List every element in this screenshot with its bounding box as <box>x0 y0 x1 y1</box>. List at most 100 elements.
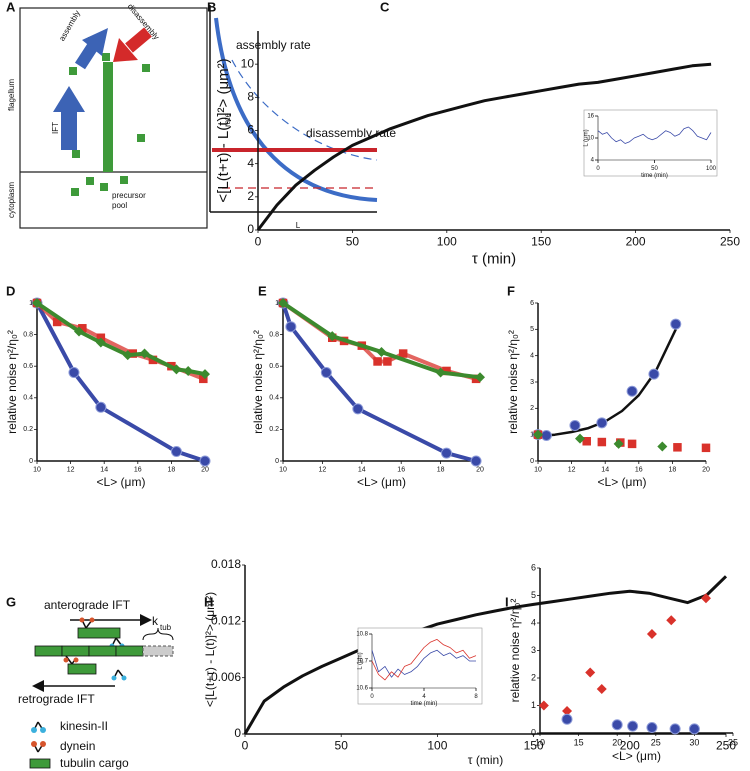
point <box>470 455 482 467</box>
point <box>626 385 638 397</box>
x-tick-label: 18 <box>669 467 677 474</box>
legend-label: tubulin cargo <box>60 756 129 770</box>
x-tick-label: 18 <box>437 467 445 474</box>
cell-box <box>19 7 208 229</box>
y-tick-label: 0.6 <box>269 363 279 370</box>
x-tick-label: 20 <box>702 467 710 474</box>
x-tick-label: 18 <box>168 467 176 474</box>
y-axis-label: relative noise η²/η₀² <box>508 599 522 703</box>
x-tick-label: 10 <box>33 467 41 474</box>
x-tick-label: 10 <box>535 738 545 748</box>
x-axis-label: <L> (μm) <box>612 749 661 763</box>
y-axis-label: <[L(t+τ) - L(t)]²> (μm²) <box>203 592 217 707</box>
disassembly-arrow <box>113 38 138 62</box>
point <box>373 357 382 366</box>
panel-label: B <box>207 0 216 14</box>
y-axis-label: L (μm) <box>584 129 590 146</box>
point <box>441 447 453 459</box>
x-tick-label: 50 <box>651 166 658 172</box>
ift-arrow <box>61 110 77 150</box>
point <box>657 441 668 452</box>
arrow-label: retrograde IFT <box>18 692 95 706</box>
x-tick-label: 20 <box>201 467 209 474</box>
y-tick-label: 10.8 <box>356 632 368 638</box>
x-axis-label: τ (min) <box>468 753 503 767</box>
panel-label: C <box>380 0 390 14</box>
point <box>139 348 150 359</box>
point <box>627 439 637 449</box>
x-axis-label: τ (min) <box>472 250 516 267</box>
point <box>475 372 485 383</box>
point <box>585 667 596 678</box>
y-tick-label: 0.4 <box>23 395 33 402</box>
series-line <box>281 301 481 380</box>
y-tick-label: 1 <box>275 300 279 307</box>
point <box>471 374 481 384</box>
x-axis-label: <L> (μm) <box>97 475 146 489</box>
x-tick-label: 150 <box>524 739 544 753</box>
point <box>670 318 682 330</box>
point <box>442 366 451 376</box>
y-tick-label: 4 <box>530 353 534 360</box>
y-tick-label: 8 <box>247 90 254 104</box>
y-tick-label: 2 <box>530 405 534 412</box>
x-tick-label: 50 <box>346 235 360 249</box>
arrow <box>32 680 44 692</box>
point <box>575 433 585 444</box>
legend-label: kinesin-II <box>60 719 108 733</box>
point <box>561 713 573 725</box>
point <box>383 357 392 366</box>
y-tick-label: 5 <box>530 326 534 333</box>
y-tick-label: 0.8 <box>23 331 33 338</box>
point <box>569 419 581 431</box>
point <box>278 298 288 308</box>
point <box>171 364 182 375</box>
x-tick-label: 150 <box>531 235 551 249</box>
point <box>562 706 573 716</box>
y-tick-label: 0 <box>275 458 279 465</box>
y-tick-label: 6 <box>247 123 254 137</box>
y-tick-label: 0.2 <box>269 426 279 433</box>
series-line <box>597 126 712 144</box>
y-tick-label: 16 <box>587 114 594 120</box>
x-tick-label: 15 <box>574 738 584 748</box>
cargo <box>67 663 97 675</box>
y-tick-label: 0.6 <box>23 363 33 370</box>
x-tick-label: 12 <box>319 467 327 474</box>
point <box>701 443 711 453</box>
x-axis-label: <L> (μm) <box>357 475 406 489</box>
y-tick-label: 0 <box>247 222 254 236</box>
x-tick-label: 10 <box>279 467 287 474</box>
arrow-label: anterograde IFT <box>44 598 131 612</box>
y-tick-label: 3 <box>530 379 534 386</box>
y-tick-label: 0.8 <box>269 331 279 338</box>
legend-icon <box>29 758 51 769</box>
assembly-arrow <box>74 42 99 70</box>
y-tick-label: 0.006 <box>211 670 241 684</box>
x-tick-label: 20 <box>612 738 622 748</box>
point <box>613 438 624 449</box>
x-tick-label: 16 <box>397 467 405 474</box>
panel-label: F <box>507 283 515 298</box>
rate-label: tub <box>160 623 172 632</box>
point <box>538 700 549 711</box>
point <box>540 429 552 441</box>
x-tick-label: 10 <box>534 467 542 474</box>
point <box>596 684 607 694</box>
diagram-b: assembly rate disassembly rate rate L <box>209 5 396 230</box>
region-label: cytoplasm <box>7 182 16 218</box>
y-tick-label: 3 <box>531 645 536 655</box>
pool-label: precursor <box>112 191 146 200</box>
point <box>200 369 210 380</box>
series-line <box>371 649 476 678</box>
y-tick-label: 2 <box>531 672 536 682</box>
region-label: flagellum <box>7 79 16 111</box>
motor-kinesin <box>111 669 127 681</box>
y-tick-label: 0.2 <box>23 426 33 433</box>
cargo <box>77 627 121 639</box>
point <box>52 317 62 327</box>
y-tick-label: 6 <box>531 562 536 572</box>
x-tick-label: 250 <box>720 235 740 249</box>
point <box>688 723 700 735</box>
brace <box>142 627 174 641</box>
